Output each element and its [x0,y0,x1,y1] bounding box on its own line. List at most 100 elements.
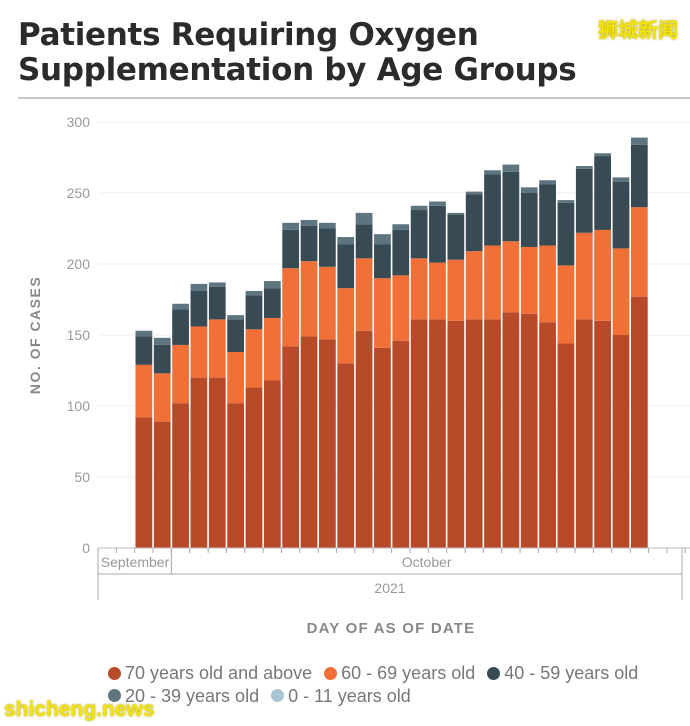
bar-segment [300,261,318,337]
bar-segment [594,156,611,230]
bar-segment [612,335,630,548]
legend-item[interactable]: 40 - 59 years old [487,662,638,684]
bar-segment [539,180,556,185]
chart-title: Patients Requiring Oxygen Supplementatio… [18,18,577,88]
bar-segment [429,262,446,320]
bar-segment [429,201,446,206]
bar-segment [245,329,263,388]
legend-label: 60 - 69 years old [341,663,476,683]
legend-item[interactable]: 20 - 39 years old [108,685,259,707]
bar-segment [520,187,538,193]
bar-segment [502,241,520,313]
y-tick-label: 150 [67,327,91,343]
bar-segment [520,313,538,548]
bar-segment [557,265,575,344]
bar-segment [447,212,465,215]
bar-segment [410,319,428,548]
bar-segment [245,290,263,296]
bar-segment [502,164,520,172]
bar-segment [227,315,244,320]
legend-label: 70 years old and above [125,663,313,683]
bar-segment [190,283,208,291]
legend-swatch-icon [324,666,338,680]
bar-segment [465,191,483,195]
bar-segment [337,237,355,245]
bar-segment [612,181,630,249]
bar-segment [208,319,226,378]
bar-segment [575,232,593,320]
bar-segment [245,387,263,548]
bar-segment [410,205,428,211]
bar-segment [594,153,611,157]
bar-segment [153,337,171,345]
bar-segment [282,222,300,230]
bar-segment [135,330,153,337]
y-tick-label: 300 [67,114,91,130]
bar-segment [465,251,483,320]
bar-segment [575,168,593,233]
bar-segment [612,177,630,182]
legend-item[interactable]: 0 - 11 years old [271,685,411,707]
bar-segment [153,373,171,422]
bar-segment [484,174,501,246]
legend-swatch-icon [108,666,121,680]
bar-segment [337,244,355,289]
bar-segment [410,210,428,259]
bar-segment [135,336,153,365]
x-axis-title: DAY OF AS OF DATE [307,620,476,637]
bar-segment [319,228,336,267]
bar-segment [575,319,593,548]
bar-segment [484,319,501,548]
bar-segment [208,377,226,548]
bar-segment [557,200,575,203]
title-line-2: Supplementation by Age Groups [18,52,577,88]
bar-segment [227,352,244,404]
bar-segment [263,288,281,318]
bar-segment [630,144,648,208]
bar-segment [465,319,483,548]
bar-segment [172,344,189,404]
bar-segment [355,330,373,548]
bar-segment [227,319,244,353]
bar-segment [465,194,483,252]
bar-segment [575,166,593,169]
month-label: September [101,554,170,570]
bar-segment [135,364,153,418]
legend-swatch-icon [487,666,501,680]
bar-segment [484,245,501,320]
legend: 70 years old and above 60 - 69 years old 4… [108,662,688,707]
bar-segment [429,205,446,263]
bar-segment [392,224,410,230]
bar-segment [153,344,171,374]
legend-item[interactable]: 70 years old and above [108,662,312,684]
bar-segment [594,229,611,321]
bar-segment [539,245,556,323]
bar-segment [520,193,538,247]
bar-segment [337,363,355,548]
month-label: October [402,554,452,570]
bar-segment [374,278,391,348]
bar-segment [208,286,226,320]
bar-segment [245,295,263,330]
bar-segment [447,214,465,260]
legend-label: 40 - 59 years old [504,663,639,683]
bar-segment [502,312,520,548]
bar-segment [502,171,520,242]
bar-segment [410,258,428,320]
bar-segment [300,336,318,548]
bar-segment [374,234,391,245]
bar-segment [355,258,373,331]
bar-segment [557,343,575,548]
bar-segment [612,248,630,335]
y-axis-title: NO. OF CASES [27,276,43,394]
legend-item[interactable]: 60 - 69 years old [324,662,475,684]
y-tick-label: 0 [82,540,90,556]
legend-swatch-icon [271,689,285,702]
bar-segment [319,266,336,340]
bar-segment [263,380,281,548]
bar-segment [135,417,153,548]
bar-segment [319,339,336,548]
bar-segment [630,296,648,548]
watermark-logo-top: 狮城新闻 [598,20,678,42]
bar-segment [300,219,318,226]
